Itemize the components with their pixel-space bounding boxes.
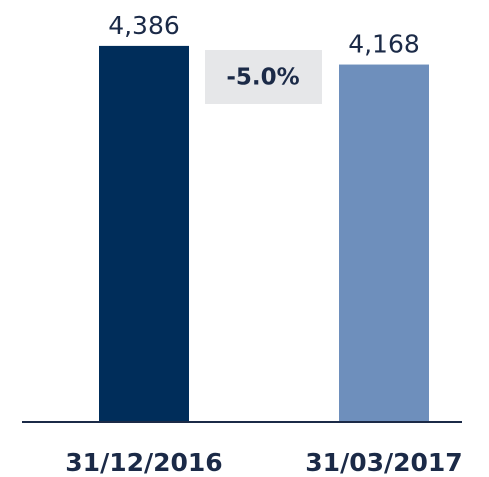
value-label: 4,386: [108, 11, 180, 40]
annotation: -5.0%: [226, 65, 299, 91]
x-tick-label: 31/12/2016: [65, 448, 222, 477]
x-tick-label: 31/03/2017: [305, 448, 462, 477]
value-label: 4,168: [348, 30, 420, 59]
bar: [99, 45, 189, 422]
bar: [339, 64, 429, 421]
annotation-box: [205, 50, 322, 104]
